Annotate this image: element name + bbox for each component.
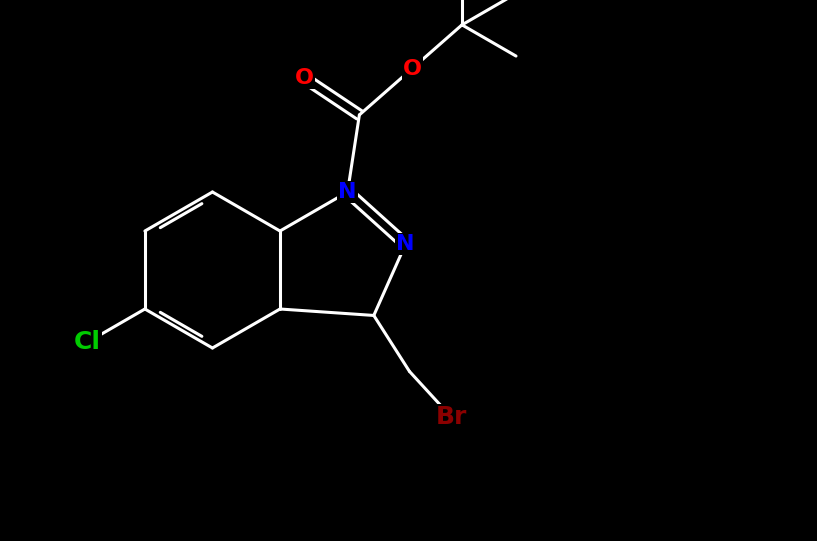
- Text: N: N: [338, 182, 357, 202]
- Text: N: N: [396, 234, 415, 254]
- Text: O: O: [403, 58, 422, 78]
- Text: Br: Br: [436, 405, 467, 430]
- Text: Cl: Cl: [74, 330, 101, 354]
- Text: O: O: [295, 68, 314, 88]
